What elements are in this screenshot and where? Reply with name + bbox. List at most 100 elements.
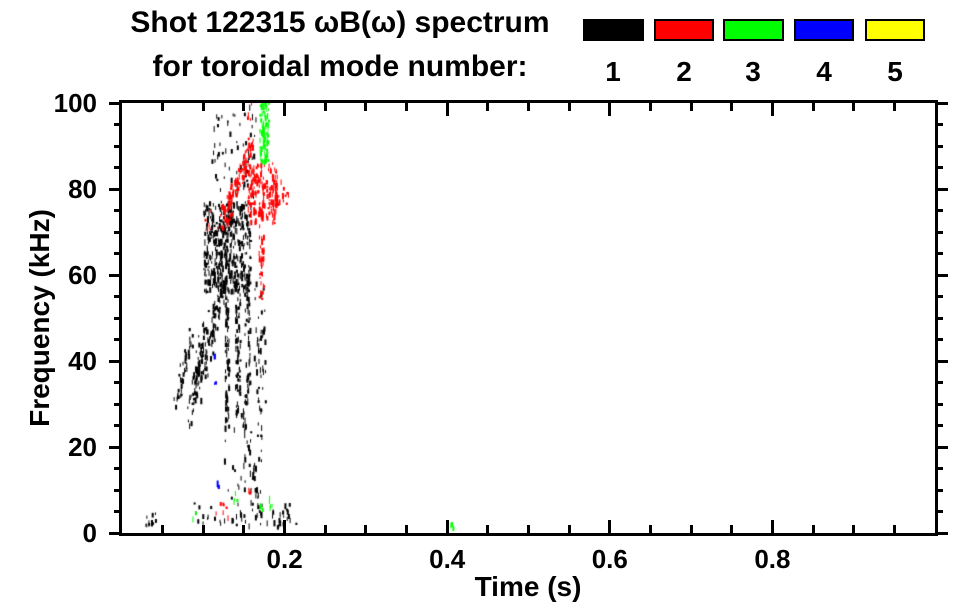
legend-label-2: 2: [676, 56, 692, 87]
y-major-tick: [109, 359, 122, 363]
y-tick-label: 20: [68, 432, 97, 462]
y-minor-tick: [114, 166, 122, 169]
x-minor-tick-top: [648, 103, 652, 111]
y-minor-tick: [114, 123, 122, 126]
y-minor-tick-right: [935, 209, 943, 212]
x-major-tick-top: [445, 103, 449, 116]
y-minor-tick-right: [935, 316, 943, 320]
x-minor-tick-top: [201, 103, 205, 111]
y-minor-tick-right: [935, 467, 943, 470]
y-major-tick-right: [935, 187, 948, 191]
y-minor-tick: [114, 338, 122, 341]
x-major-tick: [283, 520, 287, 533]
plot-canvas: [122, 103, 935, 533]
x-tick-label: 0.6: [591, 544, 628, 574]
x-minor-tick: [486, 525, 490, 533]
x-tick-label: 0.8: [754, 544, 791, 574]
x-major-tick: [445, 520, 449, 533]
x-minor-tick-top: [811, 103, 815, 111]
x-minor-tick-top: [730, 103, 734, 111]
x-minor-tick-top: [486, 103, 490, 111]
y-minor-tick-right: [935, 123, 943, 126]
y-minor-tick: [114, 510, 122, 513]
page-subtitle: for toroidal mode number:: [152, 50, 528, 83]
x-minor-tick-top: [161, 103, 165, 111]
x-minor-tick: [242, 525, 246, 533]
y-minor-tick: [114, 209, 122, 212]
x-minor-tick: [567, 525, 571, 533]
y-minor-tick: [114, 252, 122, 255]
y-minor-tick-right: [935, 230, 943, 234]
x-axis-label: Time (s): [474, 571, 582, 602]
x-minor-tick: [201, 525, 205, 533]
y-minor-tick-right: [935, 166, 943, 169]
y-minor-tick-right: [935, 295, 943, 298]
x-tick-label: 0.4: [429, 544, 466, 574]
legend-label-3: 3: [745, 56, 761, 87]
y-tick-label: 40: [68, 346, 97, 376]
y-minor-tick: [114, 230, 122, 234]
y-tick-label: 80: [68, 174, 97, 204]
y-minor-tick: [114, 295, 122, 298]
x-minor-tick-top: [405, 103, 409, 111]
x-minor-tick-top: [892, 103, 896, 111]
x-minor-tick: [364, 525, 368, 533]
y-minor-tick: [114, 488, 122, 492]
y-minor-tick-right: [935, 252, 943, 255]
y-minor-tick-right: [935, 338, 943, 341]
x-minor-tick-top: [242, 103, 246, 111]
x-minor-tick-top: [567, 103, 571, 111]
legend-swatch-2: [654, 19, 714, 41]
y-minor-tick-right: [935, 424, 943, 427]
y-major-tick: [109, 273, 122, 277]
y-major-tick: [109, 445, 122, 449]
y-major-tick: [109, 101, 122, 105]
x-minor-tick: [811, 525, 815, 533]
x-minor-tick-top: [852, 103, 856, 111]
y-major-tick-right: [935, 359, 948, 363]
y-minor-tick-right: [935, 510, 943, 513]
legend-label-1: 1: [605, 56, 621, 87]
legend-label-5: 5: [887, 56, 903, 87]
x-minor-tick: [161, 525, 165, 533]
y-minor-tick: [114, 316, 122, 320]
y-tick-label: 100: [53, 88, 97, 118]
x-minor-tick: [730, 525, 734, 533]
y-tick-label: 60: [68, 260, 97, 290]
y-major-tick-right: [935, 101, 948, 105]
y-axis-label: Frequency (kHz): [24, 209, 55, 427]
x-major-tick-top: [770, 103, 774, 116]
page-title: Shot 122315 ωB(ω) spectrum: [130, 6, 550, 39]
y-minor-tick: [114, 402, 122, 406]
x-minor-tick-top: [527, 103, 530, 111]
y-major-tick: [109, 531, 122, 535]
x-minor-tick: [648, 525, 652, 533]
x-minor-tick: [527, 525, 530, 533]
x-minor-tick-top: [689, 103, 693, 111]
x-major-tick: [770, 520, 774, 533]
x-minor-tick-top: [364, 103, 368, 111]
y-major-tick-right: [935, 531, 948, 535]
y-minor-tick-right: [935, 381, 943, 384]
x-major-tick-top: [608, 103, 612, 116]
legend-swatch-5: [865, 19, 925, 41]
legend-swatch-4: [794, 19, 854, 41]
x-tick-label: 0.2: [266, 544, 303, 574]
x-minor-tick-top: [323, 103, 327, 111]
legend-label-4: 4: [816, 56, 832, 87]
x-minor-tick: [892, 525, 896, 533]
y-minor-tick: [114, 467, 122, 470]
y-minor-tick: [114, 424, 122, 427]
y-minor-tick: [114, 381, 122, 384]
y-minor-tick-right: [935, 144, 943, 148]
y-minor-tick-right: [935, 402, 943, 406]
x-minor-tick: [689, 525, 693, 533]
legend-swatch-3: [723, 19, 784, 41]
y-major-tick: [109, 187, 122, 191]
x-minor-tick: [323, 525, 327, 533]
y-tick-label: 0: [82, 518, 97, 548]
legend-swatch-1: [583, 19, 644, 41]
x-major-tick-top: [283, 103, 287, 116]
x-minor-tick: [405, 525, 409, 533]
